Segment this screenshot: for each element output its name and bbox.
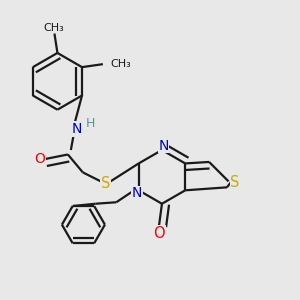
Text: N: N xyxy=(158,139,169,152)
Text: S: S xyxy=(100,176,110,191)
Text: CH₃: CH₃ xyxy=(44,22,64,33)
Text: N: N xyxy=(72,122,82,136)
Text: O: O xyxy=(153,226,165,241)
Text: H: H xyxy=(85,117,95,130)
Text: N: N xyxy=(132,186,142,200)
Text: CH₃: CH₃ xyxy=(110,59,131,69)
Text: S: S xyxy=(230,175,240,190)
Text: O: O xyxy=(34,152,45,166)
